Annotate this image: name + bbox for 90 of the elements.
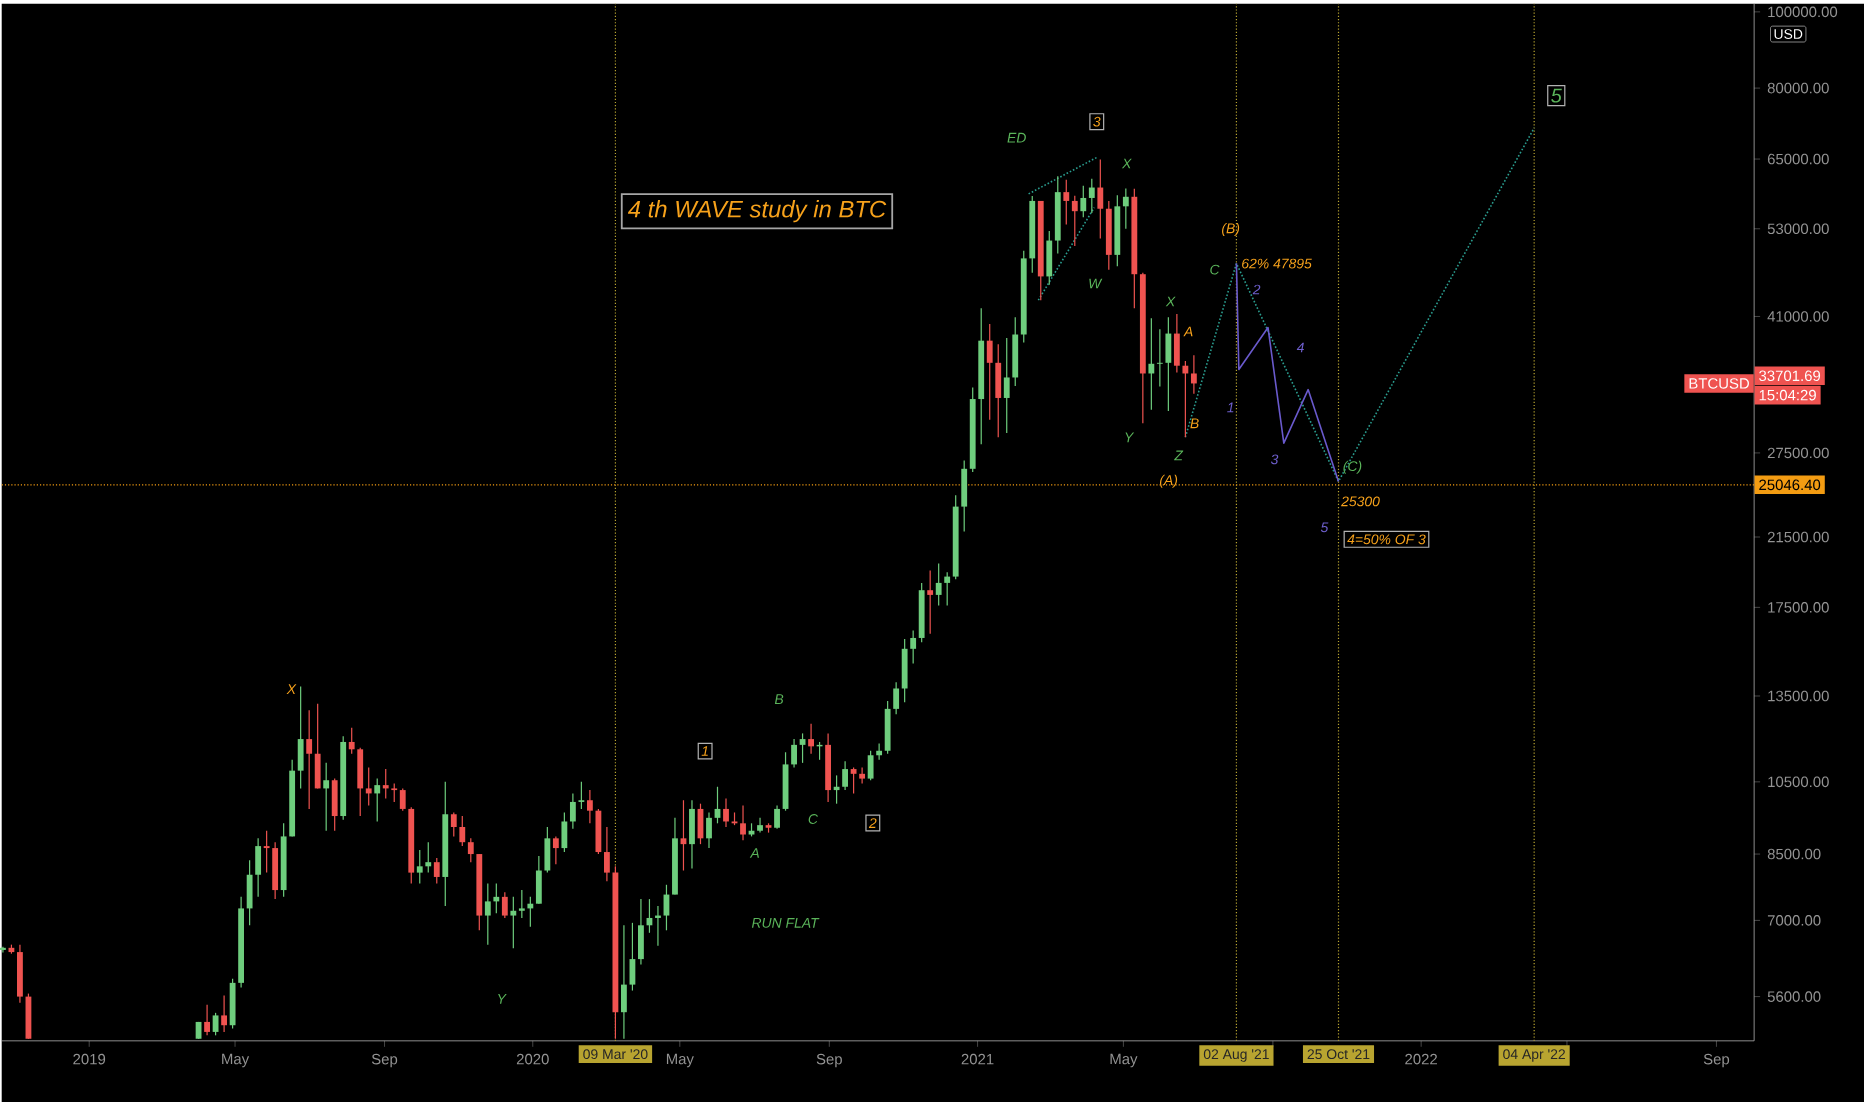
candlestick: [901, 638, 908, 703]
candlestick: [297, 685, 304, 789]
candlestick: [859, 766, 866, 784]
candlestick: [1088, 177, 1095, 214]
candlestick: [1156, 328, 1163, 387]
candlestick: [791, 738, 797, 768]
candlestick: [1148, 317, 1155, 410]
candlestick: [884, 700, 891, 754]
candlestick: [1190, 354, 1197, 394]
candlestick: [493, 882, 500, 914]
candlestick: [263, 829, 270, 873]
candlestick: [825, 732, 831, 803]
candlestick: [382, 768, 389, 799]
candlestick: [638, 898, 644, 965]
candlestick: [586, 789, 593, 824]
candlestick: [740, 804, 746, 841]
candlestick: [331, 777, 338, 831]
candlestick: [484, 882, 491, 945]
candlestick: [255, 837, 262, 898]
candlestick: [17, 943, 23, 1003]
candlestick: [893, 681, 900, 715]
candlestick: [1173, 312, 1180, 373]
candlestick: [569, 792, 576, 830]
candlestick: [689, 799, 695, 869]
candlestick: [1012, 316, 1019, 387]
candlestick: [561, 811, 568, 853]
line-series: [1235, 262, 1340, 482]
candlestick: [1182, 359, 1189, 438]
candlestick: [867, 749, 874, 781]
candlestick: [621, 924, 627, 1039]
candlestick: [1105, 199, 1112, 270]
candlestick: [416, 849, 423, 884]
candlestick: [348, 726, 355, 754]
candlestick: [357, 746, 364, 817]
candlestick: [433, 857, 440, 884]
candlestick: [1063, 178, 1070, 225]
candlestick: [842, 760, 849, 791]
candlestick: [1097, 158, 1104, 239]
candlestick: [467, 837, 474, 863]
candlestick: [391, 782, 398, 803]
candlestick: [399, 787, 406, 811]
candlestick: [1071, 194, 1078, 247]
candlestick: [229, 977, 236, 1029]
candlestick: [774, 804, 780, 830]
candlestick: [986, 323, 993, 420]
candlestick: [808, 722, 814, 754]
candlestick: [450, 811, 457, 837]
candlestick: [204, 1003, 210, 1036]
candlestick: [501, 891, 508, 919]
candlestick: [518, 889, 525, 919]
candlestick: [944, 571, 951, 606]
candlestick: [595, 807, 602, 855]
candlestick: [578, 780, 585, 810]
candlestick: [876, 742, 883, 760]
candlestick: [918, 581, 925, 643]
candlestick: [221, 994, 228, 1033]
candlestick: [723, 797, 729, 828]
candlestick: [706, 811, 712, 849]
candlestick: [1165, 316, 1172, 412]
candlestick: [552, 835, 559, 865]
candlestick: [323, 761, 330, 831]
candlestick: [535, 855, 542, 904]
candlestick: [1003, 337, 1010, 434]
candlestick: [314, 702, 321, 789]
candlestick: [459, 815, 466, 847]
annotation: 5: [1551, 88, 1562, 103]
candlestick: [1080, 184, 1087, 218]
text: 4 th WAVE study in BTC: [627, 199, 887, 222]
candlestick: [603, 826, 610, 882]
candlestick: [212, 1011, 219, 1036]
candlestick: [246, 859, 253, 926]
candlestick: [995, 343, 1002, 438]
line-series: [1184, 126, 1535, 482]
candlestick: [850, 766, 857, 794]
candlestick: [306, 709, 313, 810]
candlestick: [544, 826, 551, 873]
candlestick: [1046, 230, 1053, 285]
candlestick: [961, 459, 968, 532]
candlestick: [935, 562, 942, 606]
candlestick: [425, 841, 432, 873]
candlestick: [0, 945, 6, 953]
candlestick: [1122, 187, 1129, 229]
candlestick: [365, 766, 372, 806]
candlestick: [927, 569, 934, 634]
candlestick: [833, 774, 840, 804]
candlestick: [910, 629, 917, 664]
candlestick: [272, 841, 279, 900]
candlestick: [510, 895, 517, 949]
candlestick: [757, 816, 763, 833]
candlestick: [374, 777, 381, 822]
